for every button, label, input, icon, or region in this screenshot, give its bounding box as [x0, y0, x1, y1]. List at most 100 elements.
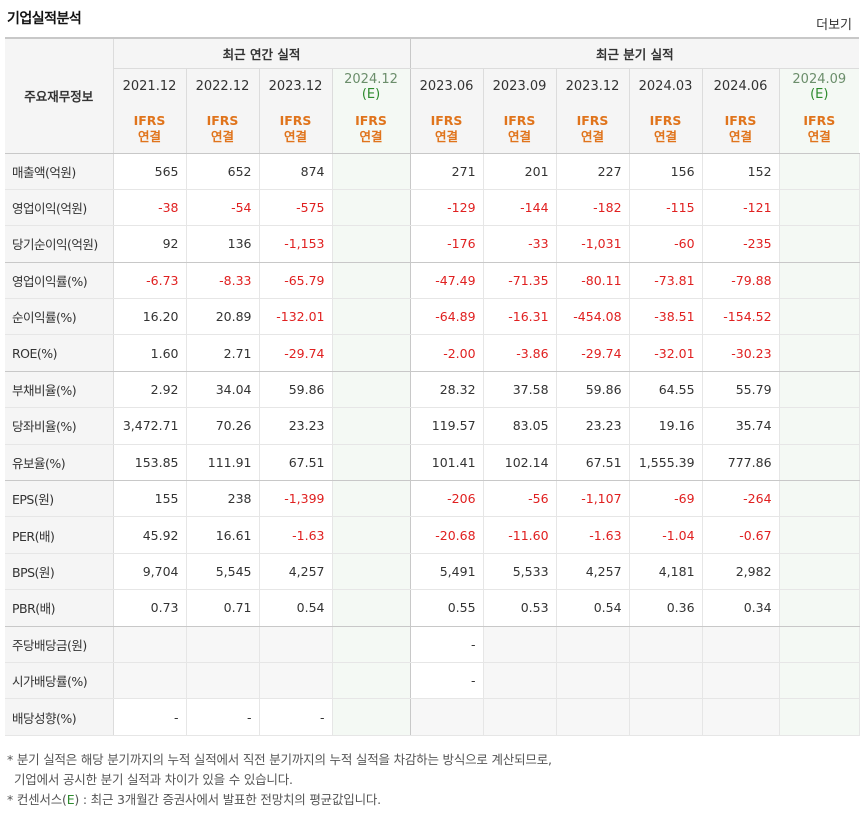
basis-label: IFRS 연결: [629, 105, 703, 154]
data-cell: 4,257: [556, 553, 630, 591]
financial-table: 주요재무정보 최근 연간 실적 최근 분기 실적 2021.12 2022.12 2…: [5, 37, 860, 736]
period-header: 2023.12: [556, 68, 630, 105]
table-row: PBR(배) 0.73 0.71 0.54 0.55 0.53 0.54 0.36 0.34: [5, 589, 860, 627]
table-row: EPS(원) 155 238 -1,399 -206 -56 -1,107 -69 -264: [5, 480, 860, 518]
footnotes: * 분기 실적은 해당 분기까지의 누적 실적에서 직전 분기까지의 누적 실적…: [7, 750, 552, 810]
page-title: 기업실적분석: [7, 11, 82, 27]
data-cell: -73.81: [629, 262, 703, 300]
row-label: 부채비율(%): [5, 371, 114, 409]
table-row: 유보율(%) 153.85 111.91 67.51 101.41 102.14 67.51…: [5, 444, 860, 482]
data-cell: 64.55: [629, 371, 703, 409]
data-cell: [186, 626, 260, 663]
table-row: 영업이익률(%) -6.73 -8.33 -65.79 -47.49 -71.35 -80.…: [5, 262, 860, 300]
data-cell: 0.34: [702, 589, 780, 627]
data-cell: -1,399: [259, 480, 333, 518]
basis-label: IFRS 연결: [483, 105, 557, 154]
data-cell: [332, 407, 411, 445]
data-cell: -264: [702, 480, 780, 518]
data-cell: 565: [113, 153, 187, 190]
data-cell: -235: [702, 225, 780, 263]
data-cell: 0.54: [556, 589, 630, 627]
period-header: 2024.09 (E): [779, 68, 860, 105]
row-label: 유보율(%): [5, 444, 114, 482]
data-cell: 102.14: [483, 444, 557, 482]
data-cell: 5,545: [186, 553, 260, 591]
data-cell: 67.51: [259, 444, 333, 482]
data-cell: [113, 626, 187, 663]
data-cell: 874: [259, 153, 333, 190]
data-cell: 23.23: [556, 407, 630, 445]
data-cell: 5,533: [483, 553, 557, 591]
data-cell: 37.58: [483, 371, 557, 409]
data-cell: -1,107: [556, 480, 630, 518]
data-cell: -32.01: [629, 334, 703, 372]
data-cell: [259, 626, 333, 663]
row-label: EPS(원): [5, 480, 114, 518]
group-annual: 최근 연간 실적: [113, 37, 411, 69]
table-row: PER(배) 45.92 16.61 -1.63 -20.68 -11.60 -1.63 -1…: [5, 516, 860, 554]
table-row: 배당성향(%) - - -: [5, 698, 860, 736]
row-label: 당좌비율(%): [5, 407, 114, 445]
data-cell: [332, 334, 411, 372]
data-cell: 3,472.71: [113, 407, 187, 445]
data-cell: [779, 444, 860, 482]
data-cell: 111.91: [186, 444, 260, 482]
data-cell: [483, 662, 557, 700]
data-cell: [779, 626, 860, 663]
data-cell: [702, 662, 780, 700]
data-cell: [332, 480, 411, 518]
data-cell: [779, 262, 860, 300]
data-cell: [629, 662, 703, 700]
footnote-1: * 분기 실적은 해당 분기까지의 누적 실적에서 직전 분기까지의 누적 실적…: [7, 752, 552, 767]
data-cell: [779, 298, 860, 336]
row-label: 영업이익률(%): [5, 262, 114, 300]
period-header: 2024.06: [702, 68, 780, 105]
data-cell: [556, 626, 630, 663]
data-cell: 119.57: [410, 407, 484, 445]
data-cell: -: [410, 662, 484, 700]
data-cell: 152: [702, 153, 780, 190]
data-cell: 67.51: [556, 444, 630, 482]
data-cell: 1,555.39: [629, 444, 703, 482]
data-cell: -: [113, 698, 187, 736]
data-cell: 34.04: [186, 371, 260, 409]
basis-label: IFRS 연결: [779, 105, 860, 154]
table-row: 부채비율(%) 2.92 34.04 59.86 28.32 37.58 59.86 64.5…: [5, 371, 860, 409]
data-cell: -30.23: [702, 334, 780, 372]
data-cell: 70.26: [186, 407, 260, 445]
row-label: 매출액(억원): [5, 153, 114, 190]
data-cell: [332, 516, 411, 554]
table-row: 시가배당률(%) -: [5, 662, 860, 700]
group-quarter: 최근 분기 실적: [410, 37, 860, 69]
table-row: 순이익률(%) 16.20 20.89 -132.01 -64.89 -16.31 -454…: [5, 298, 860, 336]
data-cell: -575: [259, 189, 333, 227]
data-cell: -11.60: [483, 516, 557, 554]
data-cell: -65.79: [259, 262, 333, 300]
table-row: 주당배당금(원) -: [5, 626, 860, 663]
row-header: 주요재무정보: [5, 37, 114, 154]
data-cell: -115: [629, 189, 703, 227]
data-cell: [702, 626, 780, 663]
data-cell: -8.33: [186, 262, 260, 300]
data-cell: -1.04: [629, 516, 703, 554]
data-cell: 0.55: [410, 589, 484, 627]
table-row: ROE(%) 1.60 2.71 -29.74 -2.00 -3.86 -29.74 -32.…: [5, 334, 860, 372]
row-label: 시가배당률(%): [5, 662, 114, 700]
data-cell: -176: [410, 225, 484, 263]
data-cell: 2,982: [702, 553, 780, 591]
data-cell: 271: [410, 153, 484, 190]
data-cell: 45.92: [113, 516, 187, 554]
data-cell: [779, 553, 860, 591]
data-cell: [779, 153, 860, 190]
more-link[interactable]: 더보기: [816, 18, 852, 33]
data-cell: -71.35: [483, 262, 557, 300]
data-cell: [332, 553, 411, 591]
row-label: 주당배당금(원): [5, 626, 114, 663]
data-cell: [702, 698, 780, 736]
data-cell: -: [186, 698, 260, 736]
row-label: ROE(%): [5, 334, 114, 372]
data-cell: -3.86: [483, 334, 557, 372]
data-cell: -154.52: [702, 298, 780, 336]
basis-label: IFRS 연결: [259, 105, 333, 154]
period-header: 2024.12 (E): [332, 68, 411, 105]
